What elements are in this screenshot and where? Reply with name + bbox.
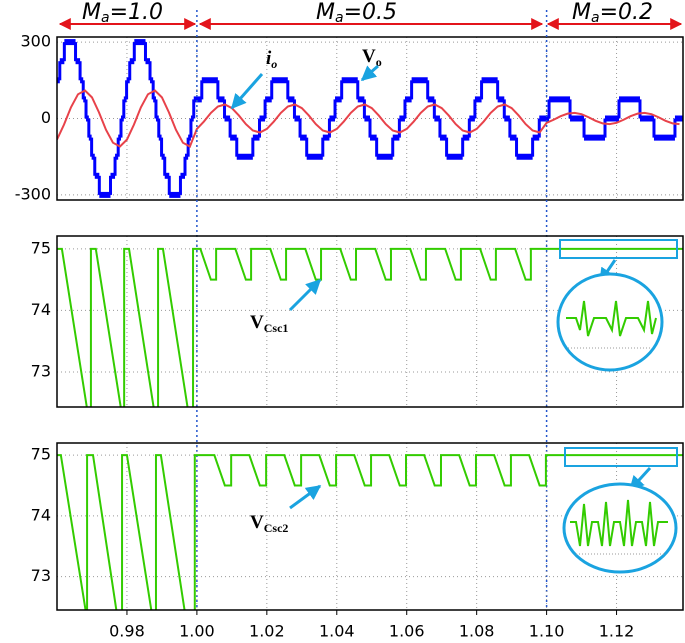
- plot-frame: [56, 442, 684, 611]
- y-tick-label: 74: [31, 300, 51, 319]
- plot-area: [57, 39, 683, 198]
- series-line: [57, 454, 683, 610]
- y-tick-label: -300: [15, 184, 51, 203]
- zoom-inset: [556, 272, 664, 372]
- x-tick-label: 1.12: [599, 622, 635, 641]
- y-tick-label: 75: [31, 445, 51, 464]
- vo-label: Vo: [362, 46, 382, 68]
- x-tick-label: 1.08: [459, 622, 495, 641]
- y-tick-label: 73: [31, 566, 51, 585]
- pointer: [289, 484, 322, 510]
- series-line: [57, 89, 680, 148]
- x-tick-label: 1.06: [389, 622, 425, 641]
- panel: 75 74 73: [31, 235, 684, 408]
- ma-label: Ma=0.5: [316, 0, 397, 26]
- x-tick-label: 1.00: [179, 622, 215, 641]
- plot-frame: [56, 235, 684, 408]
- plot-area: [57, 247, 683, 407]
- x-tick-label: 0.98: [109, 622, 145, 641]
- plot-frame: [56, 36, 684, 201]
- zoom-box: [564, 447, 678, 467]
- y-tick-label: 0: [41, 108, 51, 127]
- pointer: [230, 73, 264, 110]
- panel: 75 74 73 0.98 1.00 1.02 1.04 1.06 1.08 1.10 1.12: [31, 442, 684, 641]
- x-tick-label: 1.04: [319, 622, 355, 641]
- vcsc1-label: VCsc1: [250, 312, 288, 334]
- inset-wave: [566, 300, 657, 337]
- pointer: [360, 64, 379, 82]
- y-tick-label: 74: [31, 505, 51, 524]
- pointer: [288, 278, 322, 312]
- y-tick-label: 75: [31, 238, 51, 257]
- series-line: [57, 247, 683, 407]
- vcsc2-label: VCsc2: [250, 512, 288, 534]
- x-tick-label: 1.02: [249, 622, 285, 641]
- ma-label: Ma=0.2: [572, 0, 653, 26]
- y-tick-label: 73: [31, 361, 51, 380]
- panel: 300 0 -300: [15, 32, 684, 203]
- x-tick-label: 1.10: [529, 622, 565, 641]
- y-tick-label: 300: [20, 32, 51, 51]
- plot-area: [57, 454, 683, 610]
- ma-label: Ma=1.0: [82, 0, 163, 26]
- plots: 300 0 -300 75 74 73 75 74 73 0.98 1.00 1.02 1.04 1.06…: [15, 10, 684, 641]
- inset-wave: [570, 499, 668, 547]
- zoom-box: [559, 239, 678, 259]
- io-label: io: [266, 48, 277, 70]
